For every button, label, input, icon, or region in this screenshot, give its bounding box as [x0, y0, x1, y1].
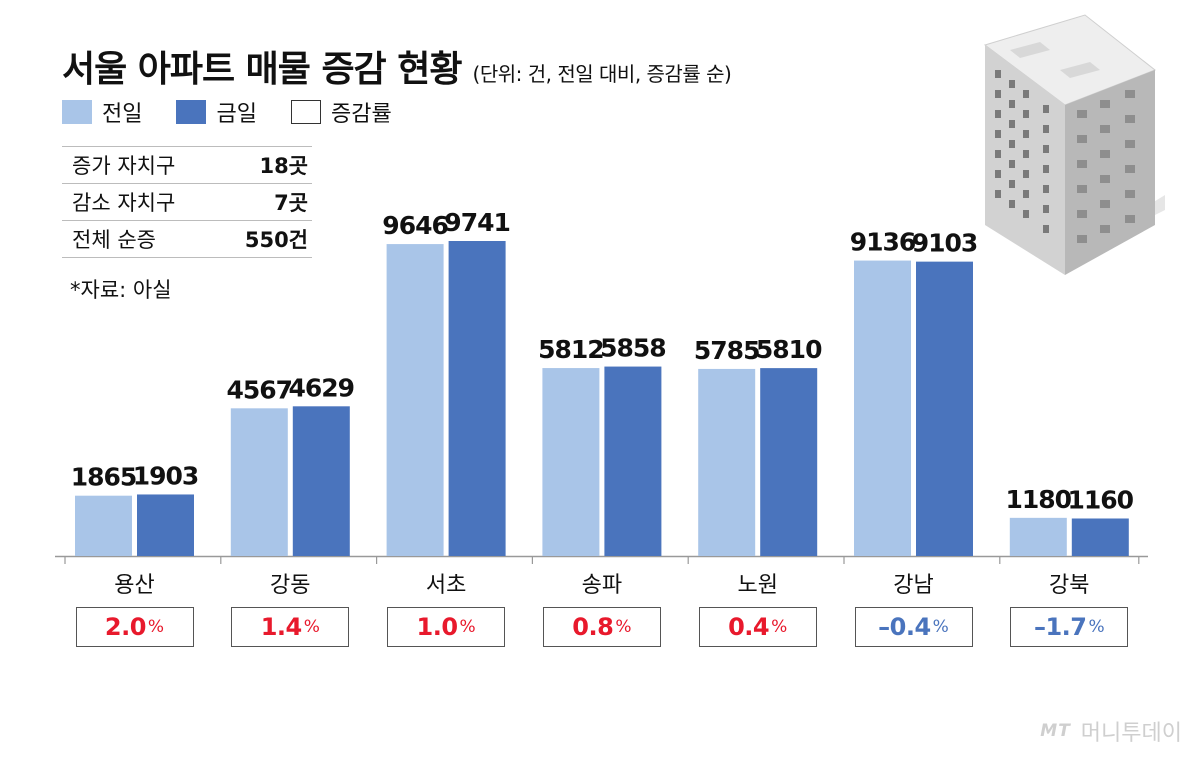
legend-label-prev: 전일 — [102, 102, 143, 127]
bar-value-label: 1180 — [1006, 485, 1072, 514]
x-tick-label: 용산 — [114, 573, 154, 598]
chart-title-block: 서울 아파트 매물 증감 현황 (단위: 건, 전일 대비, 증감률 순) — [62, 40, 732, 92]
bar-today — [604, 366, 662, 556]
bar-value-label: 1160 — [1068, 485, 1134, 514]
x-tick-label: 서초 — [426, 573, 466, 598]
legend-swatch-today — [176, 100, 207, 124]
bar-prev — [1009, 517, 1067, 556]
rate-box: –0.4% — [854, 607, 973, 647]
bar-value-label: 1903 — [133, 461, 199, 490]
summary-row: 증가 자치구 18곳 — [62, 146, 312, 184]
bar-today — [448, 241, 506, 556]
bar-value-label: 9741 — [444, 208, 510, 237]
building-windows — [995, 70, 1049, 233]
summary-row: 감소 자치구 7곳 — [62, 184, 312, 221]
rate-value: 1.0 — [416, 613, 459, 641]
bar-value-label: 1865 — [71, 463, 137, 492]
bar-today — [1071, 518, 1129, 556]
summary-label: 전체 순증 — [72, 228, 156, 252]
bar-today — [916, 261, 973, 556]
source-note: *자료: 아실 — [70, 278, 172, 302]
apartment-building-icon — [983, 14, 1165, 275]
x-tick-label: 송파 — [582, 573, 622, 598]
rate-value: 0.8 — [572, 613, 614, 641]
rate-box: 2.0% — [75, 607, 194, 647]
rate-unit: % — [615, 617, 632, 637]
legend-label-rate: 증감률 — [330, 102, 392, 127]
watermark-text: 머니투데이 — [1080, 721, 1182, 746]
bar-value-label: 4567 — [227, 375, 293, 404]
rate-value: 1.4 — [260, 613, 303, 641]
legend-item-today: 금일 — [176, 96, 257, 128]
rate-value: –1.7 — [1033, 613, 1087, 641]
legend-item-prev: 전일 — [62, 96, 142, 128]
rate-unit: % — [1088, 617, 1105, 637]
watermark-logo: MT — [1040, 721, 1071, 741]
rate-box: 0.4% — [698, 607, 817, 647]
rate-box: –1.7% — [1010, 607, 1129, 647]
bar-today — [292, 406, 350, 556]
legend: 전일 금일 증감률 — [62, 96, 426, 128]
rate-value: 2.0 — [104, 613, 147, 641]
rate-unit: % — [147, 617, 165, 637]
bar-prev — [386, 244, 444, 556]
x-tick-label: 강동 — [270, 573, 310, 598]
rate-value: 0.4 — [728, 613, 770, 641]
rate-unit: % — [771, 617, 788, 637]
bar-value-label: 5812 — [538, 335, 604, 364]
chart-subtitle: (단위: 건, 전일 대비, 증감률 순) — [472, 62, 732, 86]
legend-item-rate: 증감률 — [290, 96, 392, 128]
rate-value: –0.4 — [878, 613, 931, 641]
bar-value-label: 5858 — [600, 334, 666, 363]
rate-unit: % — [459, 617, 476, 637]
summary-value: 18곳 — [259, 154, 308, 178]
bar-prev — [542, 368, 600, 556]
summary-label: 감소 자치구 — [72, 191, 176, 215]
summary-value: 7곳 — [274, 191, 308, 215]
rate-unit: % — [932, 617, 949, 637]
chart-title: 서울 아파트 매물 증감 현황 — [62, 49, 462, 90]
rate-unit: % — [303, 617, 320, 637]
bar-value-label: 4629 — [289, 373, 355, 402]
watermark: MT 머니투데이 — [1040, 715, 1182, 747]
legend-label-today: 금일 — [216, 102, 257, 127]
summary-table: 증가 자치구 18곳 감소 자치구 7곳 전체 순증 550건 — [62, 146, 312, 258]
bar-value-label: 5810 — [756, 335, 822, 364]
bar-value-label: 9136 — [850, 228, 916, 257]
rate-box: 1.0% — [387, 607, 506, 647]
x-tick-label: 노원 — [737, 573, 777, 598]
bar-today — [137, 494, 194, 556]
bar-today — [760, 368, 818, 556]
x-tick-label: 강북 — [1049, 573, 1089, 598]
bar-prev — [698, 368, 756, 556]
rate-box: 0.8% — [542, 607, 661, 647]
summary-label: 증가 자치구 — [72, 154, 176, 178]
summary-value: 550건 — [244, 228, 308, 252]
legend-swatch-prev — [62, 100, 92, 124]
bar-value-label: 5785 — [694, 336, 760, 365]
summary-row: 전체 순증 550건 — [62, 221, 312, 258]
bar-prev — [230, 408, 288, 556]
legend-swatch-rate — [290, 100, 321, 124]
bar-value-label: 9646 — [382, 211, 448, 240]
bar-prev — [75, 495, 132, 556]
bar-value-label: 9103 — [912, 229, 978, 258]
rate-box: 1.4% — [231, 607, 350, 647]
bar-prev — [854, 260, 911, 556]
x-tick-label: 강남 — [893, 573, 933, 598]
